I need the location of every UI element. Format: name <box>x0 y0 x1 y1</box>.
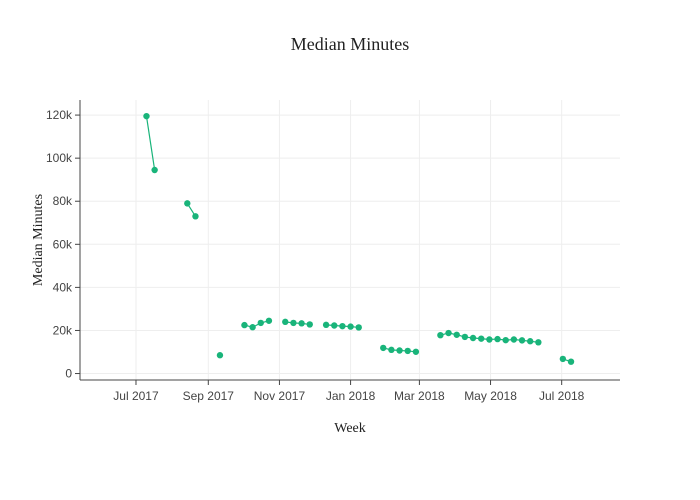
x-tick-label: Nov 2017 <box>254 389 306 403</box>
data-point[interactable] <box>257 319 264 327</box>
data-point[interactable] <box>241 321 248 329</box>
data-point[interactable] <box>380 344 387 352</box>
data-point[interactable] <box>331 322 338 329</box>
data-point[interactable] <box>486 336 493 343</box>
data-point[interactable] <box>290 319 297 327</box>
data-point[interactable] <box>388 346 395 354</box>
x-tick-label: Jan 2018 <box>326 389 376 403</box>
data-point[interactable] <box>396 347 403 354</box>
y-tick-label: 40k <box>53 280 73 294</box>
y-tick-label: 120k <box>46 108 73 122</box>
data-point[interactable] <box>298 320 305 327</box>
data-point[interactable] <box>265 317 273 324</box>
data-point[interactable] <box>143 112 150 120</box>
data-point[interactable] <box>347 323 354 330</box>
data-point[interactable] <box>502 336 509 344</box>
data-point[interactable] <box>437 332 444 339</box>
x-tick-label: May 2018 <box>464 389 517 403</box>
x-tick-label: Sep 2017 <box>183 389 235 403</box>
data-point[interactable] <box>412 348 420 355</box>
data-point[interactable] <box>445 329 452 337</box>
series-line <box>244 320 270 328</box>
axes-layer: 0 20k 40k 60k 80k 100k 120k Jul 2017 Sep 2017 Nov… <box>46 100 620 403</box>
data-point[interactable] <box>216 352 224 359</box>
data-point[interactable] <box>469 334 477 342</box>
data-point[interactable] <box>184 200 191 207</box>
data-point[interactable] <box>339 322 346 330</box>
x-tick-label: Jul 2017 <box>113 389 159 403</box>
y-axis-title: Median Minutes <box>31 194 46 286</box>
series-line <box>285 321 310 326</box>
data-point[interactable] <box>192 213 199 220</box>
data-point[interactable] <box>404 347 411 355</box>
series-line <box>145 116 156 171</box>
series-layer <box>143 112 575 365</box>
data-point[interactable] <box>526 338 534 345</box>
data-point[interactable] <box>478 335 485 342</box>
y-tick-label: 0 <box>65 367 72 381</box>
data-point[interactable] <box>518 337 526 344</box>
data-point[interactable] <box>151 166 158 174</box>
y-tick-label: 60k <box>53 237 73 251</box>
data-point[interactable] <box>282 318 289 326</box>
data-point[interactable] <box>461 333 469 341</box>
data-point[interactable] <box>535 339 542 346</box>
grid-layer <box>80 100 620 380</box>
data-point[interactable] <box>249 324 256 331</box>
data-point[interactable] <box>322 321 330 329</box>
data-point[interactable] <box>306 321 313 328</box>
x-tick-label: Jul 2018 <box>539 389 585 403</box>
x-tick-label: Mar 2018 <box>394 389 445 403</box>
data-point[interactable] <box>559 355 567 363</box>
data-point[interactable] <box>567 358 575 365</box>
y-tick-label: 20k <box>53 323 73 337</box>
x-axis-title: Week <box>334 421 366 436</box>
y-tick-label: 100k <box>46 151 73 165</box>
data-point[interactable] <box>510 336 518 343</box>
chart-title: Median Minutes <box>291 34 410 54</box>
y-tick-label: 80k <box>53 194 73 208</box>
data-point[interactable] <box>494 335 501 343</box>
data-point[interactable] <box>453 331 460 338</box>
data-point[interactable] <box>355 324 362 331</box>
